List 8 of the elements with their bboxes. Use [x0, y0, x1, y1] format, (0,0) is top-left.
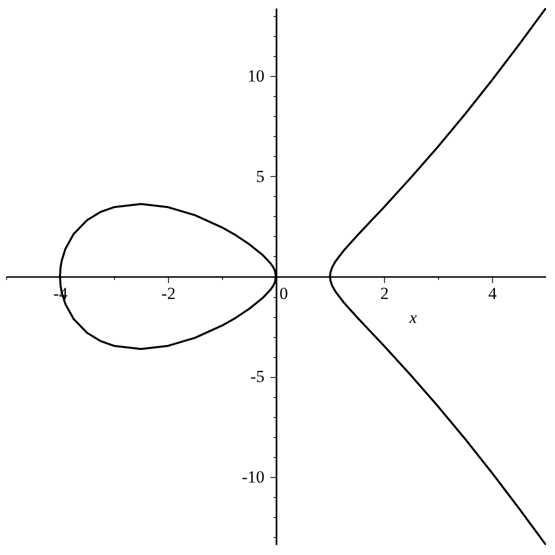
y-tick-label: -5 [250, 367, 264, 386]
y-tick-label: -10 [242, 467, 264, 486]
x-tick-label: 4 [488, 284, 498, 303]
x-tick-label: 2 [380, 284, 389, 303]
x-axis-title: x [408, 308, 418, 327]
y-tick-label: 10 [248, 66, 264, 86]
x-tick-label: 0 [280, 284, 288, 303]
y-tick-label: 5 [256, 166, 264, 186]
